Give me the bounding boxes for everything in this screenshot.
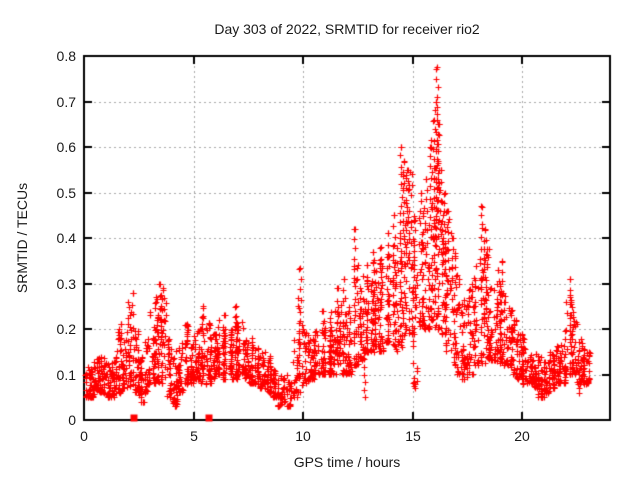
y-tick-label: 0.5 <box>56 185 76 201</box>
x-tick-label: 20 <box>514 428 530 444</box>
y-tick-label: 0.4 <box>56 230 76 246</box>
y-tick-label: 0.8 <box>56 48 76 64</box>
x-axis-label: GPS time / hours <box>293 454 401 470</box>
chart-title: Day 303 of 2022, SRMTID for receiver rio… <box>214 21 480 37</box>
y-tick-label: 0.7 <box>56 94 76 110</box>
x-tick-label: 5 <box>190 428 198 444</box>
x-tick-label: 10 <box>295 428 311 444</box>
x-tick-label: 15 <box>405 428 421 444</box>
y-axis-label: SRMTID / TECUs <box>14 182 30 294</box>
y-tick-label: 0.2 <box>56 321 76 337</box>
y-tick-label: 0.6 <box>56 139 76 155</box>
x-tick-label: 0 <box>80 428 88 444</box>
y-tick-label: 0 <box>68 412 76 428</box>
y-tick-label: 0.3 <box>56 276 76 292</box>
y-tick-label: 0.1 <box>56 367 76 383</box>
